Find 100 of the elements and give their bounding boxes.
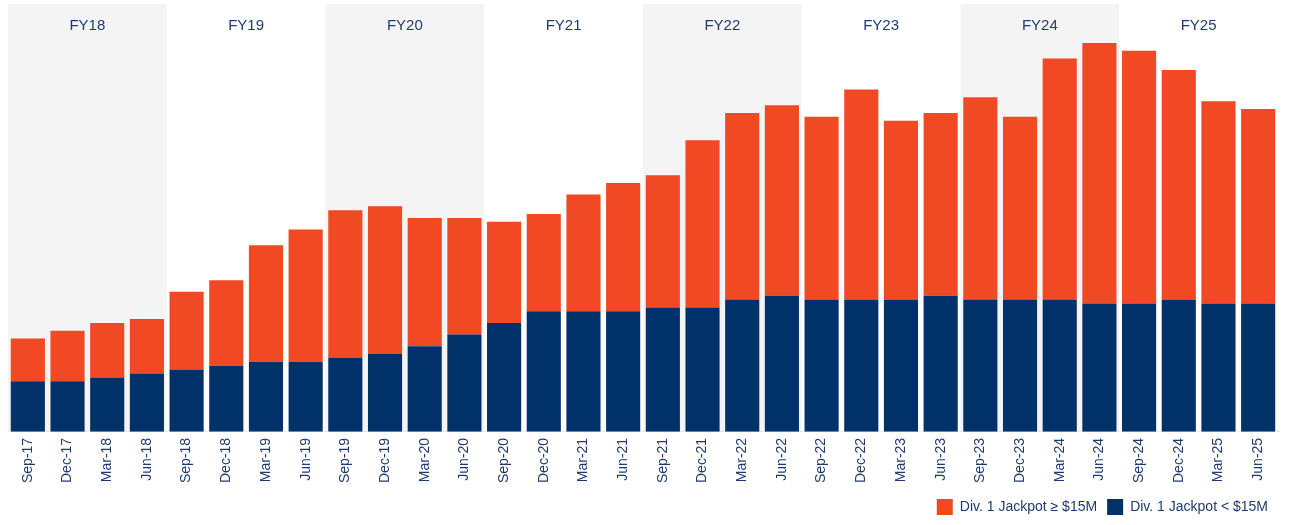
- x-tick-label: Sep-22: [812, 437, 829, 484]
- bar: [328, 357, 363, 432]
- x-tick-label: Sep-21: [653, 437, 670, 484]
- bar: [90, 377, 125, 432]
- bar: [1161, 299, 1196, 432]
- bar: [487, 322, 522, 432]
- bar: [1201, 303, 1236, 432]
- bar: [367, 206, 403, 355]
- x-tick-label: Jun-19: [296, 437, 313, 481]
- bar: [447, 217, 482, 335]
- x-tick-label: Jun-22: [772, 437, 789, 481]
- bar: [248, 361, 284, 432]
- x-tick-label: Sep-18: [177, 437, 194, 484]
- bar: [725, 112, 760, 300]
- bar: [288, 361, 323, 432]
- x-tick-label: Jun-18: [137, 437, 154, 481]
- x-tick-label: Jun-23: [931, 437, 948, 481]
- bar: [1122, 50, 1157, 304]
- bar: [526, 311, 561, 432]
- x-tick-label: Sep-23: [971, 437, 988, 484]
- bar: [725, 299, 760, 432]
- bar: [923, 112, 958, 296]
- band-label: FY23: [863, 16, 900, 34]
- x-tick-label: Jun-20: [455, 437, 472, 481]
- bar: [566, 311, 601, 432]
- bar: [526, 214, 561, 312]
- bar: [209, 365, 244, 432]
- x-tick-label: Dec-17: [58, 437, 75, 483]
- x-tick-label: Jun-24: [1090, 437, 1107, 481]
- x-tick-label: Mar-24: [1050, 437, 1067, 483]
- x-tick-label: Sep-17: [18, 437, 35, 484]
- bar: [1241, 303, 1276, 432]
- band-label: FY18: [69, 16, 106, 34]
- bar: [1201, 101, 1236, 304]
- bar: [328, 210, 363, 358]
- bar: [804, 299, 839, 432]
- x-tick-label: Dec-19: [375, 437, 392, 483]
- bar: [645, 175, 680, 308]
- x-tick-label: Mar-18: [98, 437, 115, 483]
- bar: [883, 299, 919, 432]
- bar: [447, 334, 482, 432]
- bar: [1002, 116, 1038, 300]
- band-label: FY25: [1180, 16, 1217, 34]
- bar: [606, 182, 641, 312]
- bar: [764, 295, 799, 432]
- band-label: FY19: [228, 16, 265, 34]
- bar: [844, 89, 879, 300]
- x-tick-label: Mar-25: [1209, 437, 1226, 483]
- bar: [963, 299, 998, 432]
- x-tick-label: Dec-20: [534, 437, 551, 483]
- bar: [1082, 303, 1117, 432]
- bar: [407, 346, 442, 432]
- x-tick-label: Dec-18: [217, 437, 234, 483]
- x-tick-label: Sep-20: [494, 437, 511, 484]
- bar: [645, 307, 680, 432]
- bar: [169, 369, 204, 432]
- x-tick-label: Mar-19: [256, 437, 273, 483]
- band-label: FY24: [1021, 16, 1058, 34]
- bar: [804, 116, 839, 300]
- x-tick-label: Sep-19: [336, 437, 353, 484]
- bar: [50, 381, 85, 432]
- x-tick-label: Dec-24: [1169, 437, 1186, 483]
- x-tick-label: Mar-22: [733, 437, 750, 483]
- legend-label: Div. 1 Jackpot ≥ $15M: [959, 497, 1098, 514]
- x-tick-label: Dec-21: [693, 437, 710, 483]
- bar: [129, 319, 164, 374]
- band-label: FY21: [545, 16, 582, 34]
- bar: [90, 322, 125, 378]
- bar: [883, 120, 919, 300]
- bar: [10, 381, 45, 432]
- bar: [685, 307, 720, 432]
- bar: [1002, 299, 1038, 432]
- bar: [963, 97, 998, 300]
- bar: [606, 311, 641, 432]
- x-tick-label: Mar-23: [891, 437, 908, 483]
- bar: [50, 330, 85, 382]
- x-tick-label: Mar-21: [574, 437, 591, 483]
- bar: [10, 338, 45, 382]
- legend-label: Div. 1 Jackpot < $15M: [1130, 497, 1269, 514]
- bar: [288, 229, 323, 362]
- band-label: FY22: [704, 16, 741, 34]
- x-tick-label: Dec-23: [1010, 437, 1027, 483]
- bar: [169, 291, 204, 370]
- x-tick-label: Jun-21: [614, 437, 631, 481]
- bar: [129, 373, 164, 432]
- bar: [1042, 58, 1077, 300]
- bar: [566, 194, 601, 312]
- bar: [764, 105, 799, 296]
- bar: [1241, 109, 1276, 304]
- bar: [209, 280, 244, 366]
- bar: [1161, 70, 1196, 300]
- bar: [407, 217, 442, 347]
- x-tick-label: Sep-24: [1129, 437, 1146, 484]
- bar: [1042, 299, 1077, 432]
- x-tick-label: Dec-22: [852, 437, 869, 483]
- x-tick-label: Mar-20: [415, 437, 432, 483]
- band-label: FY20: [386, 16, 423, 34]
- bar: [1122, 303, 1157, 432]
- bar: [685, 140, 720, 308]
- x-tick-label: Jun-25: [1249, 437, 1266, 481]
